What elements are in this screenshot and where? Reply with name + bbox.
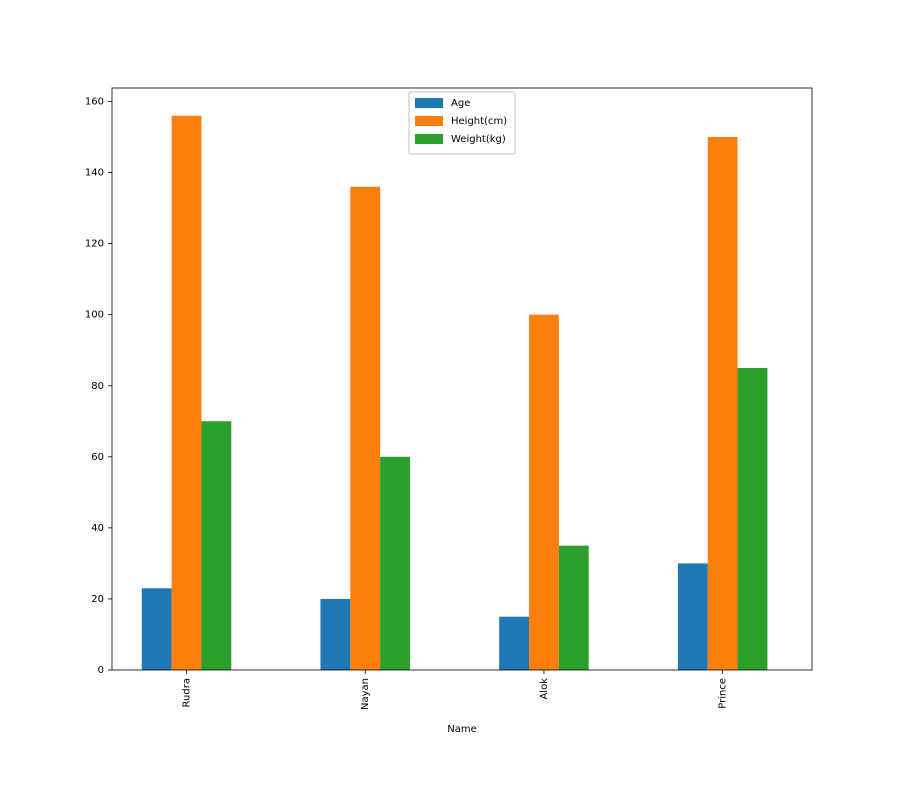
x-tick-label: Rudra (182, 678, 193, 707)
x-tick-label: Nayan (360, 678, 371, 710)
y-tick-label: 0 (98, 665, 104, 676)
legend: Age Height(cm) Weight(kg) (409, 92, 515, 154)
bar (320, 599, 350, 670)
x-tick-label: Prince (718, 678, 729, 709)
grouped-bar-chart: 0 20 40 60 80 100 120 140 160 Rudra Nayan Alok Princ… (0, 0, 900, 800)
x-tick-label: Alok (539, 678, 550, 700)
y-tick-label: 140 (85, 168, 104, 179)
y-tick-label: 60 (91, 452, 104, 463)
y-tick-label: 40 (91, 523, 104, 534)
bar (678, 563, 708, 670)
bar (529, 315, 559, 670)
bar (142, 588, 172, 670)
bar (559, 546, 589, 670)
legend-swatch (415, 98, 443, 108)
y-tick-label: 80 (91, 381, 104, 392)
legend-label: Age (451, 98, 470, 109)
y-tick-label: 20 (91, 594, 104, 605)
bar (499, 617, 529, 670)
x-axis-label: Name (447, 724, 477, 735)
y-tick-label: 120 (85, 239, 104, 250)
bar (708, 137, 738, 670)
y-tick-label: 100 (85, 310, 104, 321)
legend-swatch (415, 116, 443, 126)
bar (350, 187, 380, 670)
bar (201, 421, 231, 670)
bar (738, 368, 768, 670)
legend-label: Weight(kg) (451, 134, 506, 145)
bar (172, 116, 202, 670)
bar (380, 457, 410, 670)
y-tick-label: 160 (85, 97, 104, 108)
legend-swatch (415, 134, 443, 144)
legend-label: Height(cm) (451, 116, 507, 127)
